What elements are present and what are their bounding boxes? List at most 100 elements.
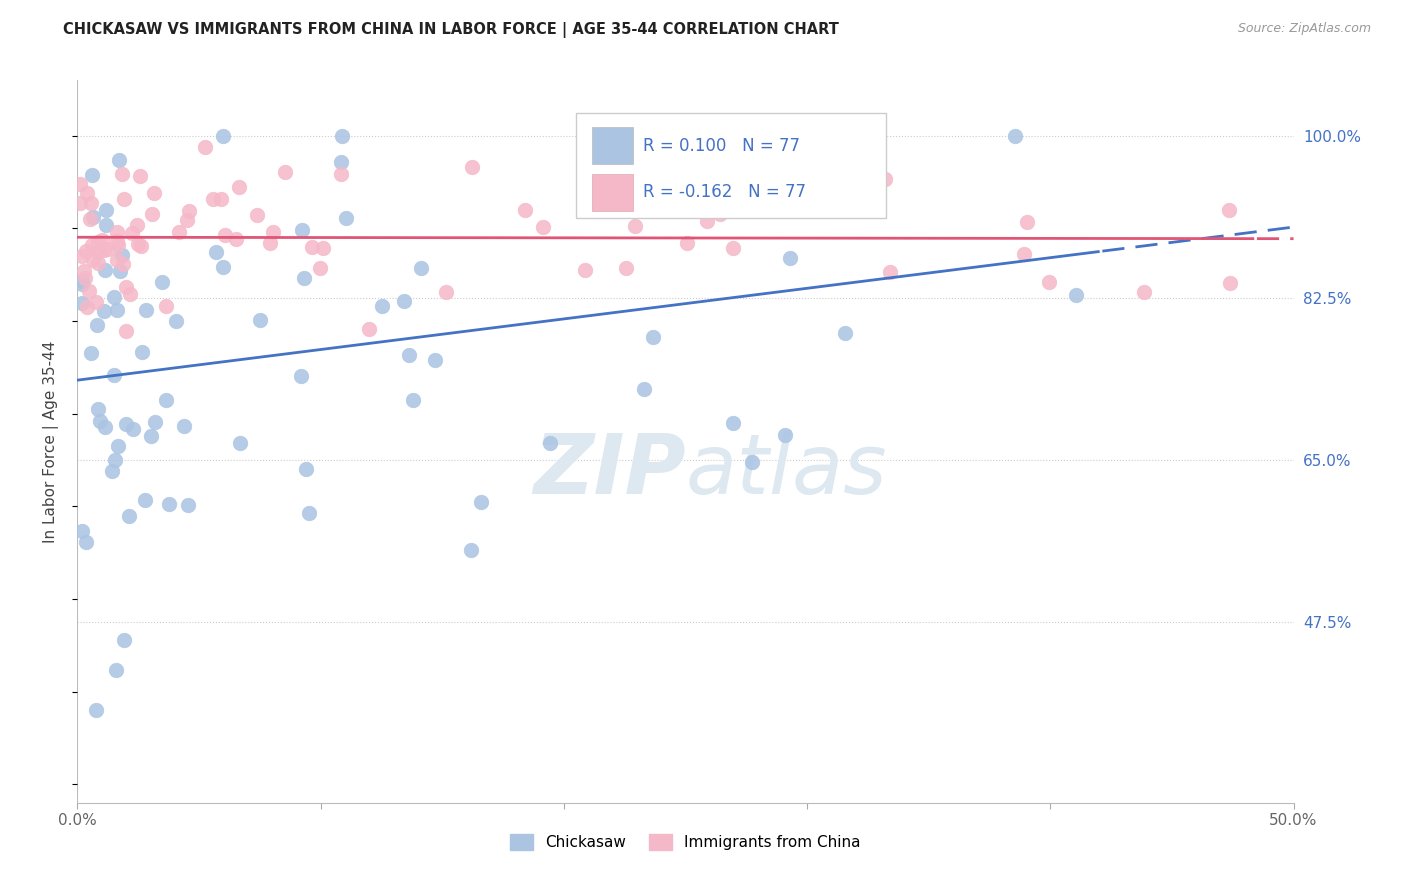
Point	[76, 300, 98, 314]
Point	[470, 495, 492, 509]
Text: Source: ZipAtlas.com: Source: ZipAtlas.com	[1237, 22, 1371, 36]
Point	[97, 242, 120, 256]
Point	[72, 249, 94, 263]
Point	[249, 312, 271, 326]
Point	[107, 238, 129, 252]
Point	[335, 211, 357, 225]
Point	[121, 226, 143, 240]
Point	[70, 274, 93, 288]
Point	[143, 186, 166, 201]
Point	[122, 422, 145, 436]
Point	[150, 275, 173, 289]
Point	[290, 369, 312, 384]
Point	[70, 277, 93, 291]
Point	[294, 271, 316, 285]
Point	[1219, 276, 1241, 290]
Point	[118, 508, 141, 523]
Point	[131, 345, 153, 359]
Point	[744, 177, 766, 191]
Point	[87, 402, 110, 417]
Point	[616, 261, 638, 276]
Point	[291, 223, 314, 237]
Point	[1064, 288, 1087, 302]
Point	[434, 285, 457, 299]
Point	[357, 322, 380, 336]
Point	[709, 207, 731, 221]
Point	[165, 313, 187, 327]
Point	[873, 172, 896, 186]
Point	[301, 239, 323, 253]
Point	[80, 196, 103, 211]
Point	[127, 219, 149, 233]
Point	[676, 235, 699, 250]
Point	[309, 261, 332, 276]
Point	[103, 290, 125, 304]
Point	[145, 415, 167, 429]
Point	[79, 211, 101, 226]
Point	[127, 237, 149, 252]
Point	[135, 303, 157, 318]
Point	[118, 287, 141, 301]
Point	[246, 208, 269, 222]
Point	[73, 270, 96, 285]
Point	[371, 299, 394, 313]
Point	[598, 128, 620, 143]
Y-axis label: In Labor Force | Age 35-44: In Labor Force | Age 35-44	[42, 341, 59, 542]
Point	[82, 210, 104, 224]
Point	[90, 233, 112, 247]
Point	[108, 264, 131, 278]
Point	[209, 192, 232, 206]
Point	[423, 352, 446, 367]
Point	[105, 303, 128, 318]
Point	[228, 179, 250, 194]
FancyBboxPatch shape	[592, 127, 633, 164]
Point	[94, 203, 117, 218]
Point	[531, 220, 554, 235]
Point	[69, 196, 91, 211]
Point	[636, 155, 658, 169]
Point	[114, 417, 136, 432]
Point	[70, 524, 93, 538]
Point	[624, 219, 647, 233]
Point	[73, 264, 96, 278]
Point	[93, 243, 115, 257]
Point	[86, 295, 108, 310]
Point	[330, 155, 353, 169]
Point	[75, 535, 97, 549]
Text: atlas: atlas	[686, 430, 887, 511]
Point	[82, 253, 104, 268]
Point	[214, 228, 236, 243]
Point	[330, 167, 353, 181]
Point	[1132, 285, 1154, 300]
Point	[1004, 128, 1026, 143]
Point	[75, 244, 97, 258]
Point	[696, 214, 718, 228]
Text: ZIP: ZIP	[533, 430, 686, 511]
Point	[262, 225, 284, 239]
Point	[225, 232, 247, 246]
Point	[105, 253, 128, 268]
Point	[155, 299, 177, 313]
Point	[94, 263, 117, 277]
Text: R = -0.162   N = 77: R = -0.162 N = 77	[643, 184, 806, 202]
Point	[96, 218, 118, 232]
Point	[633, 383, 655, 397]
Point	[94, 420, 117, 434]
Point	[641, 329, 664, 343]
Point	[515, 203, 537, 218]
FancyBboxPatch shape	[592, 174, 633, 211]
Point	[775, 427, 797, 442]
Point	[741, 455, 763, 469]
Point	[139, 428, 162, 442]
Point	[167, 225, 190, 239]
Point	[538, 436, 561, 450]
Point	[87, 256, 110, 270]
Point	[76, 186, 98, 201]
Text: CHICKASAW VS IMMIGRANTS FROM CHINA IN LABOR FORCE | AGE 35-44 CORRELATION CHART: CHICKASAW VS IMMIGRANTS FROM CHINA IN LA…	[63, 22, 839, 38]
Point	[129, 169, 152, 183]
Point	[115, 280, 138, 294]
Text: R = 0.100   N = 77: R = 0.100 N = 77	[643, 136, 800, 154]
Point	[177, 498, 200, 512]
Point	[879, 265, 901, 279]
Point	[409, 261, 432, 276]
